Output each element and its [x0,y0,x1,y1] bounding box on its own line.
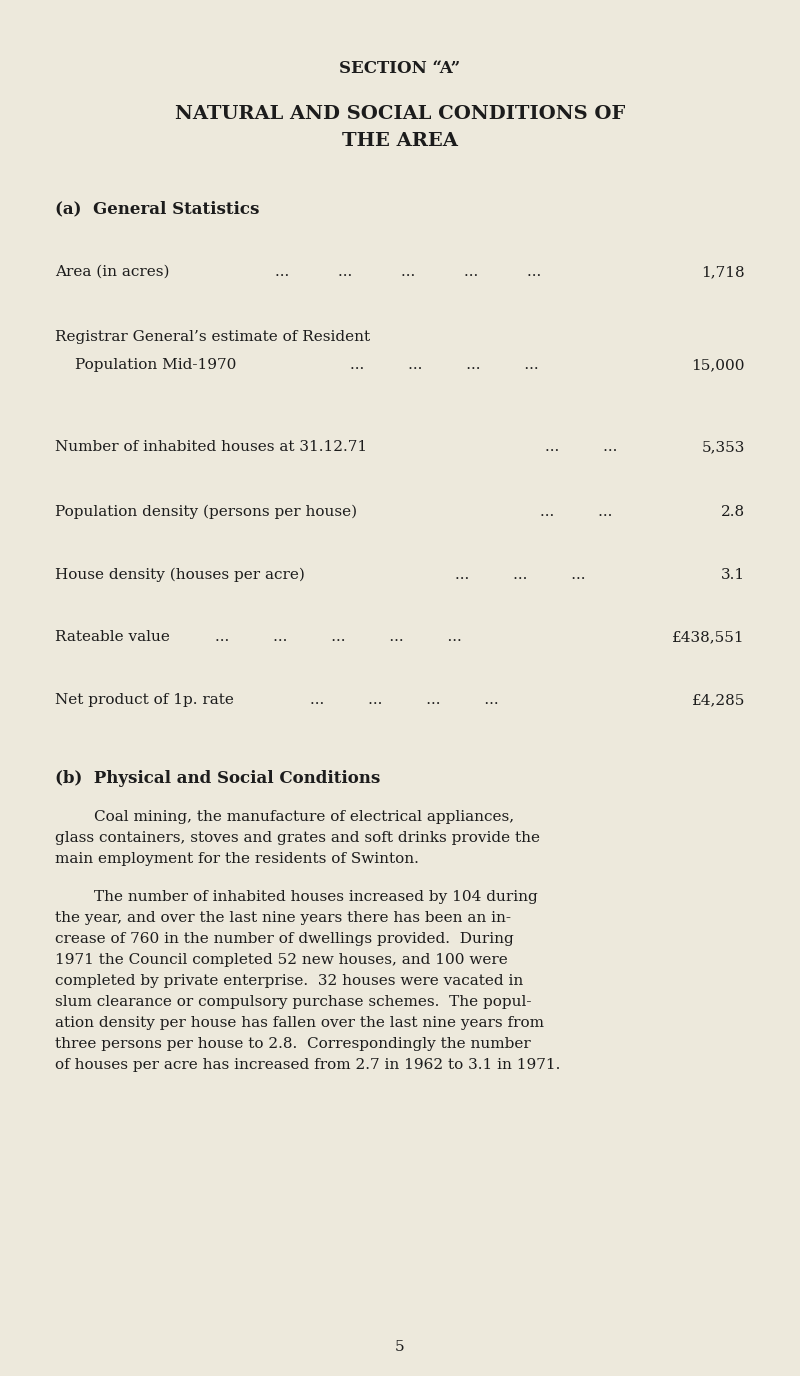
Text: Area (in acres): Area (in acres) [55,266,170,279]
Text: 15,000: 15,000 [691,358,745,372]
Text: Registrar General’s estimate of Resident: Registrar General’s estimate of Resident [55,330,370,344]
Text: 1971 the Council completed 52 new houses, and 100 were: 1971 the Council completed 52 new houses… [55,954,508,967]
Text: glass containers, stoves and grates and soft drinks provide the: glass containers, stoves and grates and … [55,831,540,845]
Text: The number of inhabited houses increased by 104 during: The number of inhabited houses increased… [55,890,538,904]
Text: £4,285: £4,285 [692,694,745,707]
Text: (a)  General Statistics: (a) General Statistics [55,200,259,217]
Text: of houses per acre has increased from 2.7 in 1962 to 3.1 in 1971.: of houses per acre has increased from 2.… [55,1058,560,1072]
Text: House density (houses per acre): House density (houses per acre) [55,568,305,582]
Text: SECTION “A”: SECTION “A” [339,61,461,77]
Text: ...         ...         ...         ...         ...: ... ... ... ... ... [215,630,466,644]
Text: Population Mid-1970: Population Mid-1970 [75,358,236,372]
Text: 5: 5 [395,1340,405,1354]
Text: 2.8: 2.8 [721,505,745,519]
Text: 1,718: 1,718 [702,266,745,279]
Text: (b)  Physical and Social Conditions: (b) Physical and Social Conditions [55,771,380,787]
Text: ...         ...         ...         ...: ... ... ... ... [310,694,498,707]
Text: 3.1: 3.1 [721,568,745,582]
Text: ...         ...: ... ... [545,440,618,454]
Text: ...         ...         ...: ... ... ... [455,568,586,582]
Text: ation density per house has fallen over the last nine years from: ation density per house has fallen over … [55,1015,544,1031]
Text: Number of inhabited houses at 31.12.71: Number of inhabited houses at 31.12.71 [55,440,367,454]
Text: three persons per house to 2.8.  Correspondingly the number: three persons per house to 2.8. Correspo… [55,1038,530,1051]
Text: completed by private enterprise.  32 houses were vacated in: completed by private enterprise. 32 hous… [55,974,523,988]
Text: Population density (persons per house): Population density (persons per house) [55,505,357,519]
Text: ...         ...: ... ... [540,505,612,519]
Text: Coal mining, the manufacture of electrical appliances,: Coal mining, the manufacture of electric… [55,810,514,824]
Text: crease of 760 in the number of dwellings provided.  During: crease of 760 in the number of dwellings… [55,932,514,947]
Text: THE AREA: THE AREA [342,132,458,150]
Text: main employment for the residents of Swinton.: main employment for the residents of Swi… [55,852,419,866]
Text: NATURAL AND SOCIAL CONDITIONS OF: NATURAL AND SOCIAL CONDITIONS OF [175,105,625,122]
Text: £438,551: £438,551 [672,630,745,644]
Text: ...          ...          ...          ...          ...: ... ... ... ... ... [275,266,542,279]
Text: slum clearance or compulsory purchase schemes.  The popul-: slum clearance or compulsory purchase sc… [55,995,531,1009]
Text: ...         ...         ...         ...: ... ... ... ... [350,358,538,372]
Text: the year, and over the last nine years there has been an in-: the year, and over the last nine years t… [55,911,511,925]
Text: 5,353: 5,353 [702,440,745,454]
Text: Net product of 1p. rate: Net product of 1p. rate [55,694,234,707]
Text: Rateable value: Rateable value [55,630,170,644]
